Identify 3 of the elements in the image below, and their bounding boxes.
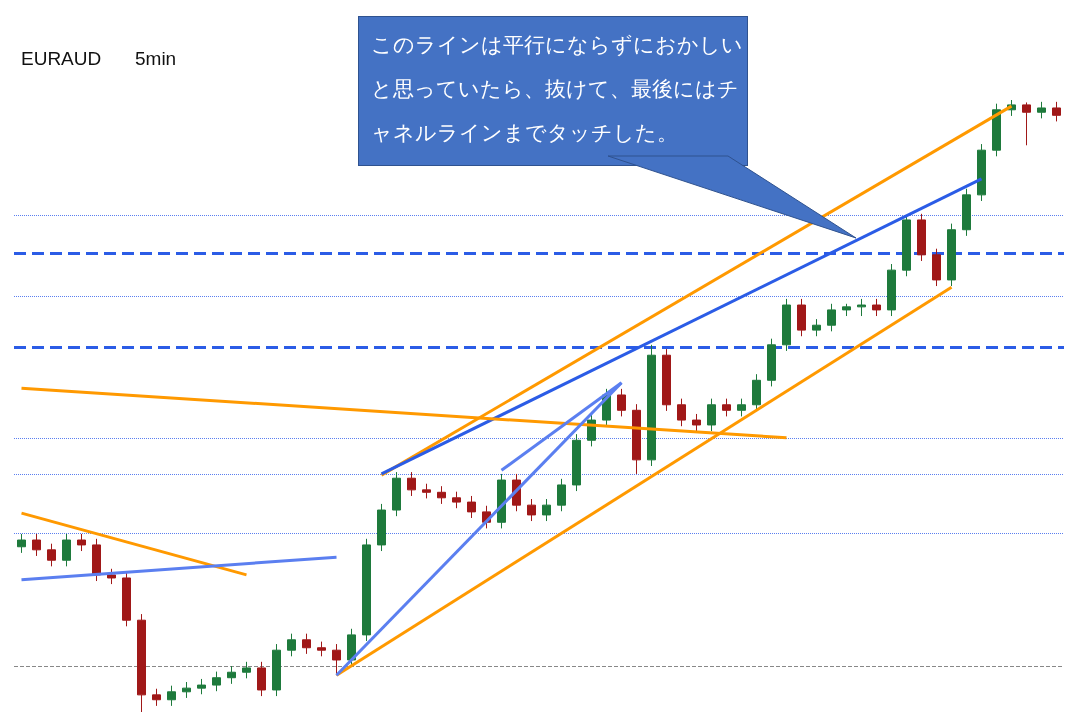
annotation: このラインは平行にならずにおかしいと思っていたら、抜けて、最後にはチャネルラインまでタッチした。 [371,33,743,145]
chart-title: EURAUD [21,48,102,69]
chart-subtitle: 5min [135,48,177,69]
